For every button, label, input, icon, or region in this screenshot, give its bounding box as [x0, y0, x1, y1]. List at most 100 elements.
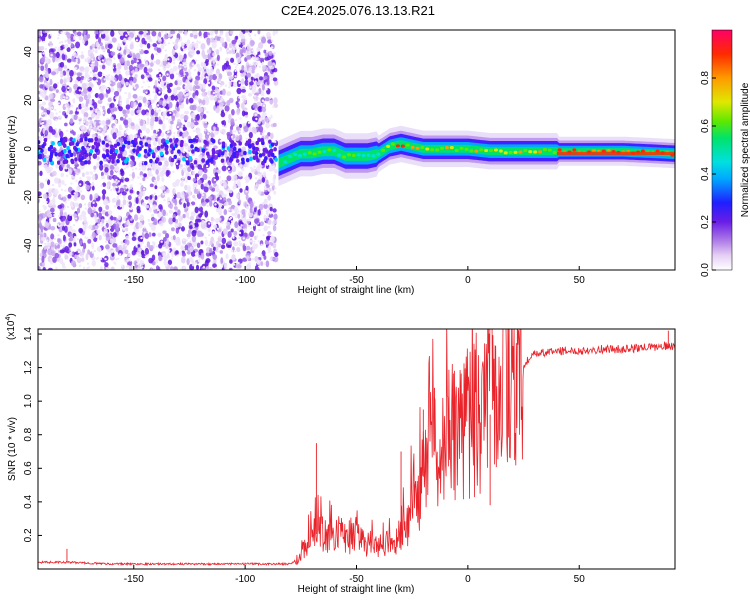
noise-speck — [119, 168, 124, 174]
noise-speck — [130, 60, 135, 65]
noise-haze — [101, 59, 105, 62]
noise-haze — [199, 157, 202, 160]
noise-haze — [113, 57, 116, 60]
noise-haze — [148, 170, 151, 173]
noise-haze — [104, 225, 107, 229]
noise-haze — [253, 165, 256, 169]
noise-speck — [144, 50, 149, 54]
noise-speck — [232, 81, 238, 88]
noise-speck — [87, 201, 92, 209]
noise-speck — [145, 61, 149, 67]
colorbar-tick-label: 0.8 — [700, 71, 711, 85]
noise-haze — [140, 174, 143, 178]
noise-speck — [124, 177, 130, 182]
noise-speck — [66, 70, 71, 77]
noise-speck — [117, 54, 121, 60]
noise-haze — [206, 218, 210, 221]
noise-haze — [167, 252, 170, 255]
noise-speck — [162, 59, 167, 67]
noise-band-speck — [105, 143, 109, 148]
noise-haze — [256, 90, 259, 93]
noise-haze — [239, 210, 242, 214]
noise-speck — [273, 256, 279, 263]
noise-speck — [200, 252, 205, 260]
noise-haze — [49, 33, 53, 36]
noise-haze — [214, 267, 218, 270]
noise-speck — [49, 78, 53, 86]
noise-haze — [140, 236, 143, 240]
noise-haze — [152, 197, 155, 201]
noise-speck — [236, 247, 241, 253]
noise-speck — [185, 211, 190, 218]
noise-haze — [212, 30, 215, 33]
noise-haze — [155, 245, 159, 248]
noise-band-speck — [207, 158, 211, 163]
noise-haze — [164, 49, 167, 52]
ridge-blob — [297, 153, 302, 158]
noise-haze — [207, 137, 211, 141]
noise-haze — [185, 62, 188, 65]
noise-haze — [48, 137, 51, 140]
noise-haze — [171, 251, 174, 255]
y-tick-label: -20 — [23, 190, 34, 205]
noise-haze — [208, 222, 211, 225]
noise-speck — [231, 39, 237, 45]
noise-speck — [70, 260, 76, 267]
noise-speck — [270, 132, 274, 140]
noise-haze — [49, 44, 53, 48]
noise-haze — [214, 94, 218, 98]
noise-speck — [151, 213, 155, 218]
noise-haze — [270, 116, 273, 119]
noise-haze — [265, 88, 268, 91]
noise-haze — [109, 61, 112, 65]
noise-speck — [66, 164, 70, 169]
noise-haze — [90, 110, 93, 113]
noise-haze — [144, 139, 147, 142]
noise-haze — [47, 246, 51, 249]
noise-haze — [205, 75, 208, 79]
noise-haze — [235, 242, 239, 246]
noise-speck — [142, 96, 147, 103]
noise-speck — [69, 110, 74, 115]
noise-haze — [135, 39, 139, 42]
noise-speck — [158, 204, 163, 210]
noise-haze — [98, 128, 101, 132]
noise-haze — [65, 174, 69, 178]
noise-speck — [172, 234, 176, 241]
noise-band-speck — [243, 150, 247, 156]
noise-speck — [191, 229, 197, 237]
noise-haze — [119, 98, 123, 102]
noise-speck — [112, 182, 117, 187]
noise-haze — [273, 51, 276, 55]
noise-haze — [224, 125, 227, 128]
noise-haze — [219, 197, 223, 200]
noise-speck — [256, 101, 262, 106]
noise-speck — [83, 139, 88, 147]
noise-speck — [223, 209, 228, 216]
noise-haze — [86, 266, 89, 270]
noise-band-speck — [66, 145, 70, 151]
noise-band-speck — [63, 148, 67, 154]
noise-speck — [160, 185, 166, 191]
noise-speck — [85, 101, 89, 107]
noise-haze — [38, 210, 41, 213]
noise-speck — [87, 86, 92, 92]
noise-speck — [254, 184, 258, 192]
ridge-blob — [351, 153, 356, 158]
noise-speck — [260, 261, 264, 267]
noise-haze — [126, 259, 129, 262]
noise-haze — [232, 130, 235, 133]
noise-band-speck — [144, 142, 149, 147]
noise-haze — [266, 163, 269, 166]
noise-speck — [111, 37, 117, 43]
noise-speck — [272, 242, 277, 249]
noise-haze — [86, 237, 89, 240]
noise-haze — [82, 266, 86, 270]
noise-haze — [64, 189, 67, 192]
noise-haze — [259, 148, 262, 151]
noise-haze — [86, 262, 90, 265]
noise-speck — [171, 227, 175, 232]
noise-haze — [191, 53, 195, 56]
noise-speck — [150, 224, 156, 231]
noise-haze — [135, 123, 139, 126]
